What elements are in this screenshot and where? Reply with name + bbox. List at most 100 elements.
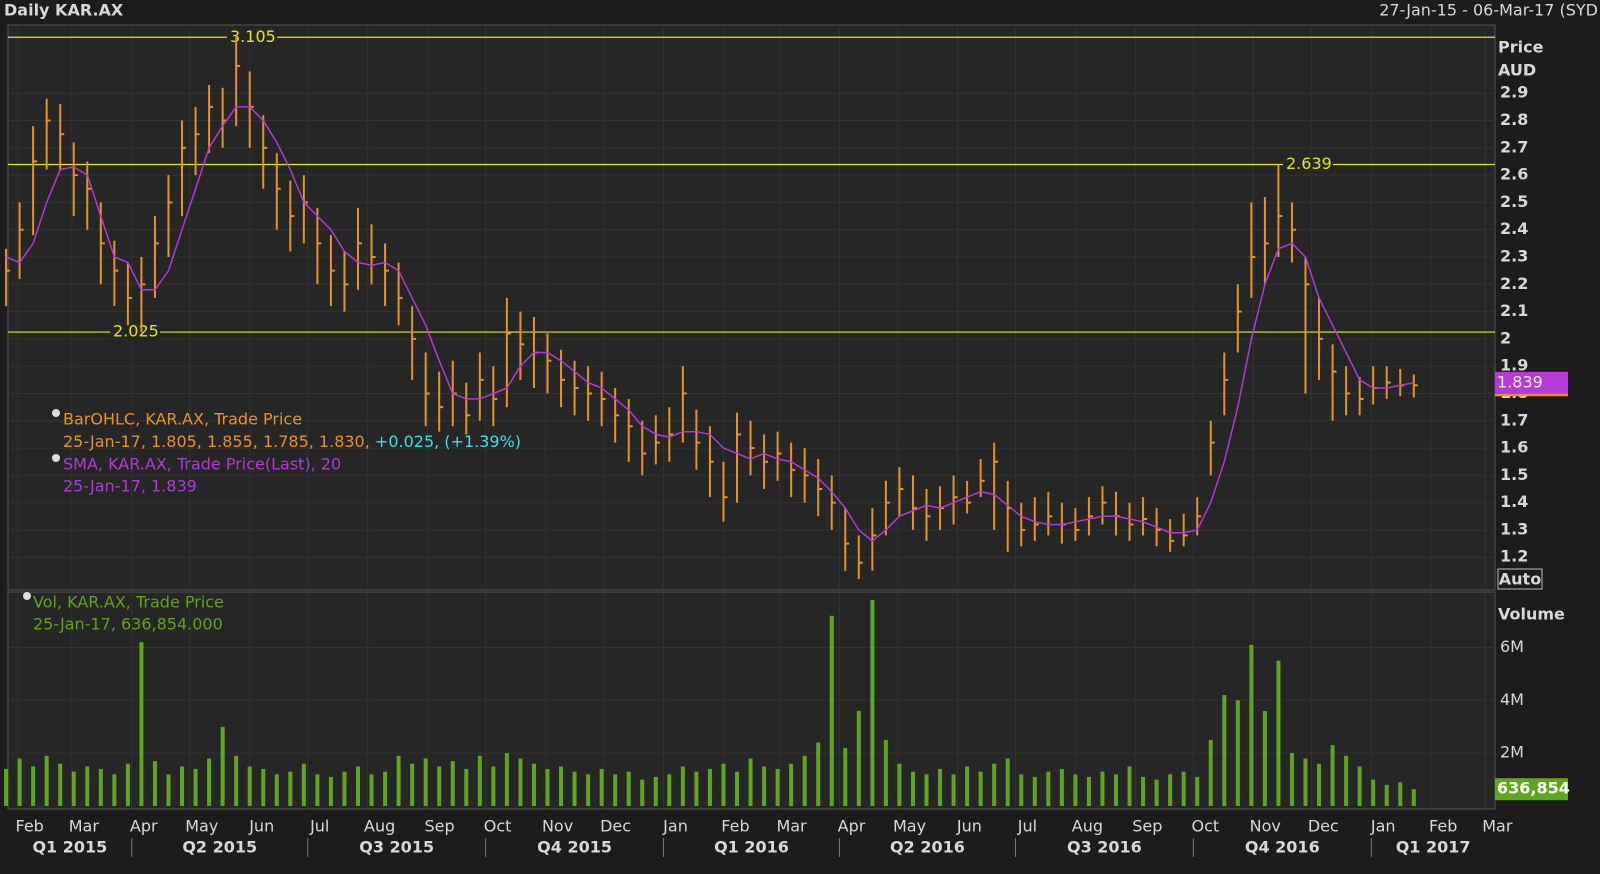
volume-bar xyxy=(1384,784,1389,806)
x-tick-label: Mar xyxy=(776,817,807,836)
sma-line xyxy=(5,106,1414,542)
x-tick-label: May xyxy=(185,817,218,836)
volume-bar xyxy=(315,774,320,806)
volume-bar xyxy=(653,776,658,806)
volume-bar xyxy=(328,776,333,806)
volume-bar xyxy=(58,763,63,806)
volume-bar xyxy=(98,769,103,806)
volume-bar xyxy=(1208,739,1213,806)
volume-bar xyxy=(667,774,672,806)
volume-bar xyxy=(1344,755,1349,806)
volume-bar xyxy=(572,771,577,806)
volume-bar xyxy=(369,774,374,806)
volume-bar xyxy=(599,769,604,806)
quarter-label: Q2 2016 xyxy=(890,838,965,857)
volume-bar xyxy=(301,763,306,806)
reference-label: 2.025 xyxy=(113,322,159,341)
volume-bar xyxy=(1005,758,1010,806)
price-panel xyxy=(7,24,1496,591)
volume-bar xyxy=(247,766,252,806)
legend-detail: 25-Jan-17, 1.805, 1.855, 1.785, 1.830, +… xyxy=(63,432,521,451)
volume-bar xyxy=(545,769,550,806)
volume-bar xyxy=(1371,779,1376,806)
x-tick-label: Jun xyxy=(956,817,982,836)
volume-bar xyxy=(1073,774,1078,806)
volume-bar xyxy=(1019,774,1024,806)
volume-bar xyxy=(1276,660,1281,806)
volume-bar xyxy=(234,755,239,806)
volume-bar xyxy=(559,766,564,806)
volume-bar xyxy=(775,769,780,806)
y-tick-label: 2.1 xyxy=(1500,301,1528,320)
volume-bar xyxy=(870,599,875,806)
quarter-label: Q1 2017 xyxy=(1396,838,1471,857)
volume-bar xyxy=(1317,763,1322,806)
volume-bar xyxy=(220,726,225,806)
volume-tag-label: 636,854 xyxy=(1497,779,1570,798)
y-tick-label: 2 xyxy=(1500,328,1511,347)
volume-bar xyxy=(383,771,388,806)
volume-tag xyxy=(1495,778,1568,801)
x-tick-label: Feb xyxy=(16,817,44,836)
quarter-label: Q3 2016 xyxy=(1067,838,1142,857)
chart-title: Daily KAR.AX xyxy=(4,1,124,20)
x-tick-label: Feb xyxy=(1429,817,1457,836)
volume-bar xyxy=(802,755,807,806)
volume-bar xyxy=(640,779,645,806)
volume-bar xyxy=(1086,776,1091,806)
volume-bar xyxy=(1235,700,1240,806)
volume-bar xyxy=(1059,769,1064,806)
volume-bar xyxy=(762,766,767,806)
x-tick-label: Jan xyxy=(662,817,688,836)
reference-label: 2.639 xyxy=(1286,154,1332,173)
volume-bar xyxy=(707,769,712,806)
y-tick-label: 2.8 xyxy=(1500,110,1528,129)
legend-icon[interactable] xyxy=(52,409,60,417)
scale-button[interactable] xyxy=(1497,568,1543,590)
volume-bar xyxy=(531,763,536,806)
x-tick-label: Jun xyxy=(248,817,274,836)
y-tick-label: 1.5 xyxy=(1500,465,1528,484)
volume-bar xyxy=(816,742,821,806)
volume-bar xyxy=(586,774,591,806)
volume-bar xyxy=(1249,644,1254,806)
x-tick-label: Dec xyxy=(1308,817,1339,836)
volume-bar xyxy=(139,642,144,806)
volume-bar xyxy=(1222,695,1227,806)
volume-bar xyxy=(843,747,848,806)
x-tick-label: Mar xyxy=(69,817,100,836)
quarter-label: Q1 2016 xyxy=(714,838,789,857)
volume-bar xyxy=(342,771,347,806)
volume-bar xyxy=(112,774,117,806)
x-tick-label: May xyxy=(893,817,926,836)
x-tick-label: Oct xyxy=(484,817,512,836)
scale-button-label[interactable]: Auto xyxy=(1499,570,1541,589)
volume-bar xyxy=(1195,776,1200,806)
volume-bar xyxy=(626,771,631,806)
reference-label: 3.105 xyxy=(230,27,276,46)
volume-bar xyxy=(71,771,76,806)
volume-bar xyxy=(437,766,442,806)
legend-icon[interactable] xyxy=(23,592,31,600)
volume-bar xyxy=(288,771,293,806)
x-tick-label: Jul xyxy=(1017,817,1037,836)
volume-bar xyxy=(1303,758,1308,806)
volume-bar xyxy=(1181,771,1186,806)
volume-bar xyxy=(125,763,130,806)
volume-bar xyxy=(897,763,902,806)
quarter-label: Q1 2015 xyxy=(32,838,107,857)
y-tick-label: 1.3 xyxy=(1500,519,1528,538)
y-tick-label: 1.4 xyxy=(1500,492,1528,511)
volume-bar xyxy=(355,766,360,806)
volume-bar xyxy=(856,710,861,806)
legend-icon[interactable] xyxy=(52,454,60,462)
volume-bar xyxy=(1289,753,1294,806)
reference-label-bg xyxy=(227,27,277,48)
x-tick-label: Aug xyxy=(1072,817,1103,836)
volume-bar xyxy=(1141,776,1146,806)
volume-bar xyxy=(410,763,415,806)
legend-entry: SMA, KAR.AX, Trade Price(Last), 20 xyxy=(63,455,341,474)
x-tick-label: Aug xyxy=(364,817,395,836)
x-tick-label: Apr xyxy=(130,817,158,836)
